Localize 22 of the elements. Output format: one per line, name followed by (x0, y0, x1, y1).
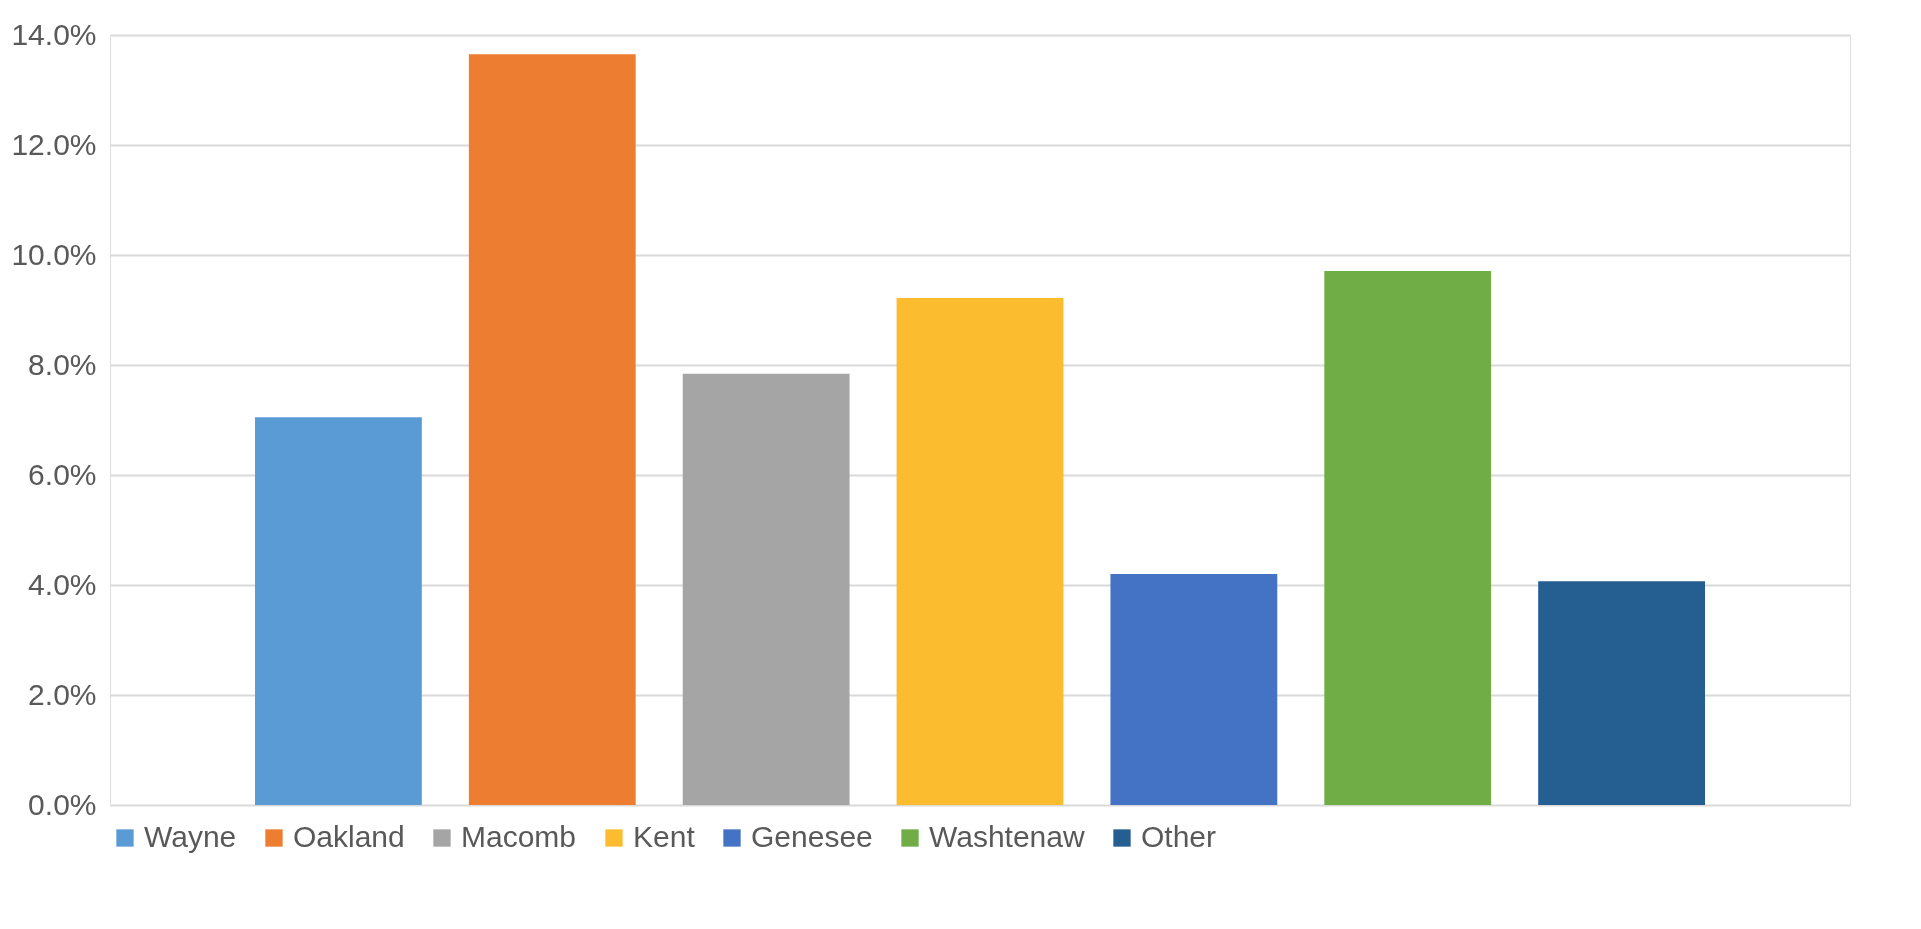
bar (682, 373, 850, 805)
y-tick-label: 10.0% (11, 237, 97, 271)
legend-label: Macomb (461, 820, 577, 853)
y-tick-label: 0.0% (28, 787, 97, 821)
legend-label: Other (1141, 820, 1217, 853)
y-tick-label: 6.0% (28, 457, 97, 491)
y-tick-label: 4.0% (28, 567, 97, 601)
legend-label: Washtenaw (929, 820, 1085, 853)
y-tick-label: 8.0% (28, 347, 97, 381)
y-tick-label: 12.0% (11, 127, 97, 161)
legend-label: Genesee (751, 820, 873, 853)
bar (1538, 581, 1705, 805)
bar (1110, 574, 1278, 805)
bar (896, 297, 1064, 805)
y-tick-label: 14.0% (11, 17, 97, 51)
bar (468, 54, 636, 805)
bar (1324, 270, 1492, 805)
y-tick-label: 2.0% (28, 677, 97, 711)
bar (255, 417, 422, 805)
legend-label: Oakland (293, 820, 405, 853)
legend-label: Wayne (144, 820, 237, 853)
legend-label: Kent (633, 820, 696, 853)
